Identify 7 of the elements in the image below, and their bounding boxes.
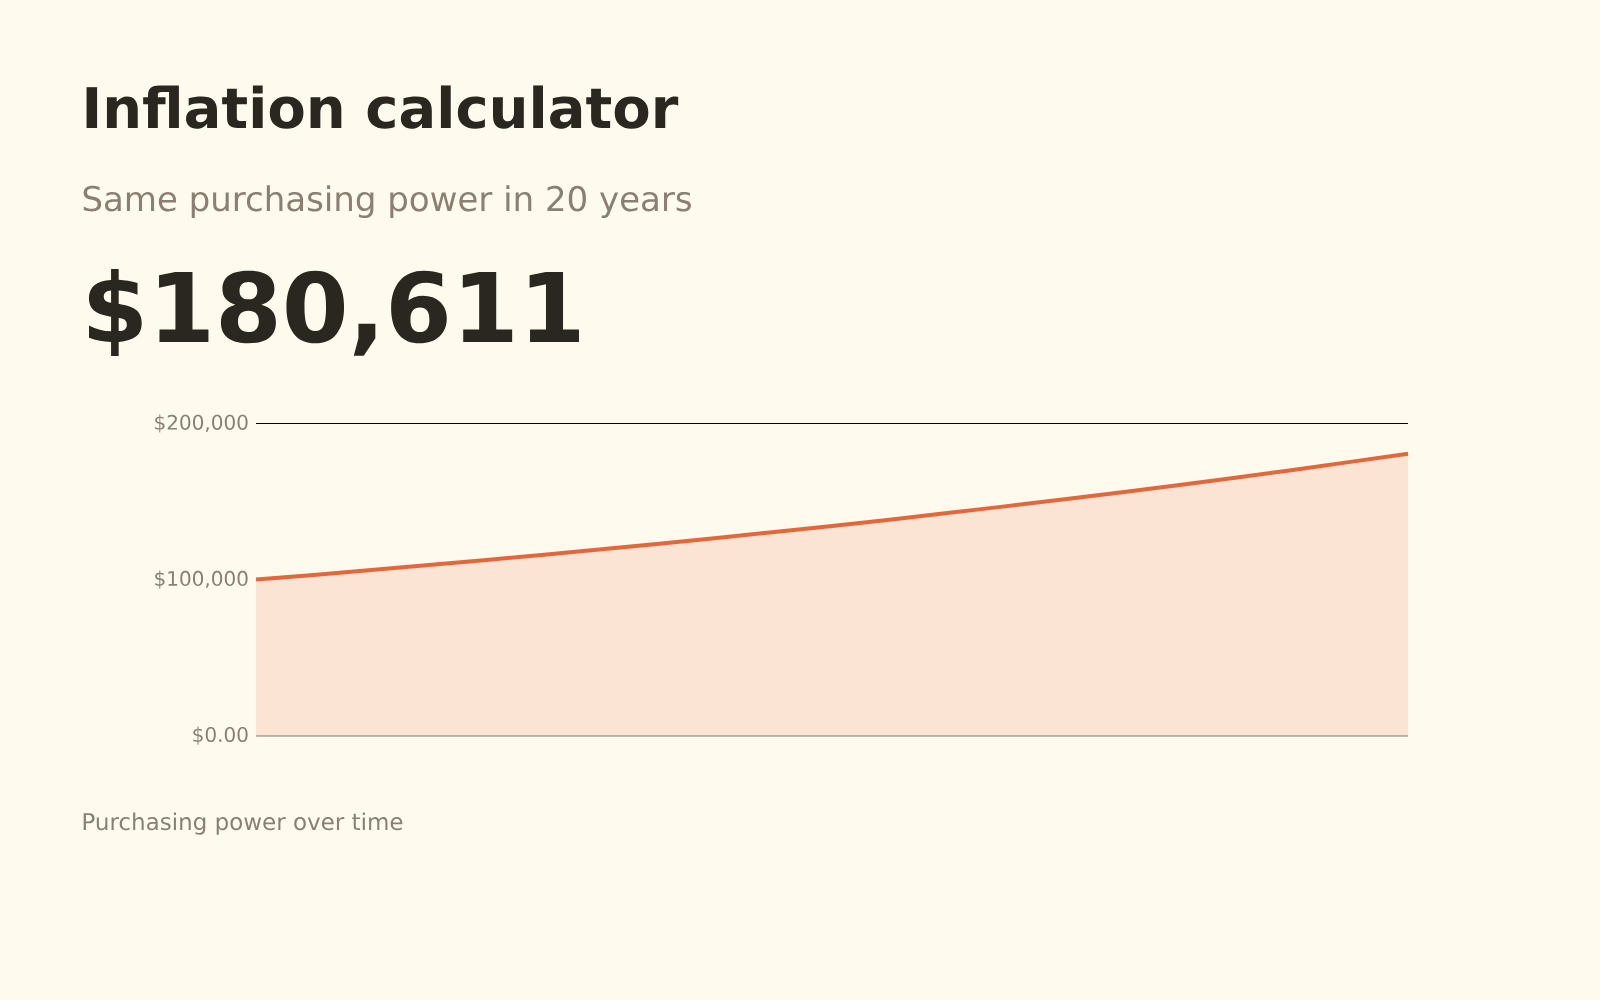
y-tick-label: $0.00 xyxy=(193,726,248,745)
y-tick-label: $200,000 xyxy=(155,414,248,433)
text: $180,611 xyxy=(88,269,579,357)
text: Purchasing power over time xyxy=(83,812,403,835)
chart-subtitle: Same purchasing power in 20 years xyxy=(83,185,691,219)
chart-title: Inflation calculator xyxy=(86,85,679,129)
y-tick-label: $100,000 xyxy=(155,570,248,589)
